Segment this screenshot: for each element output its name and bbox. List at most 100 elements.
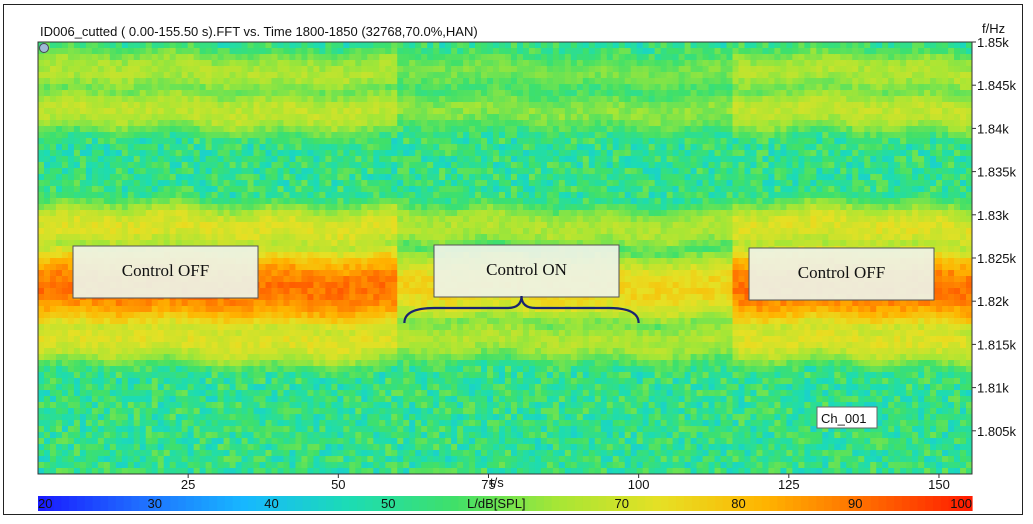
heatmap-cell [223,468,231,474]
heatmap-cell [139,444,147,451]
heatmap-cell [259,300,267,307]
heatmap-cell [361,102,368,109]
heatmap-cell [337,402,344,409]
heatmap-cell [355,252,362,259]
heatmap-cell [283,342,291,349]
heatmap-cell [235,366,243,373]
heatmap-cell [38,276,45,283]
heatmap-cell [145,354,153,361]
heatmap-cell [217,408,225,415]
heatmap-cell [313,240,320,247]
heatmap-cell [73,138,81,145]
heatmap-cell [391,462,398,469]
heatmap-cell [229,408,237,415]
heatmap-cell [103,438,111,445]
heatmap-cell [427,42,434,49]
heatmap-cell [211,390,219,397]
heatmap-cell [421,174,428,181]
heatmap-cell [73,360,81,367]
heatmap-cell [55,192,63,199]
heatmap-cell [439,432,446,439]
heatmap-cell [163,330,171,337]
heatmap-cell [127,372,135,379]
heatmap-cell [43,438,51,445]
heatmap-cell [199,120,207,127]
heatmap-cell [49,384,57,391]
heatmap-cell [91,468,99,474]
heatmap-cell [49,174,57,181]
heatmap-cell [61,60,69,67]
heatmap-cell [421,276,428,283]
heatmap-cell [97,318,105,325]
heatmap-cell [415,420,422,427]
heatmap-cell [157,300,165,307]
heatmap-cell [163,96,171,103]
heatmap-cell [211,342,219,349]
heatmap-cell [313,372,320,379]
heatmap-cell [289,72,297,79]
heatmap-cell [217,222,225,229]
heatmap-cell [319,168,326,175]
heatmap-cell [139,96,147,103]
heatmap-cell [445,54,452,61]
heatmap-cell [43,180,51,187]
heatmap-cell [253,462,261,469]
heatmap-cell [199,84,207,91]
heatmap-cell [139,60,147,67]
heatmap-cell [439,156,446,163]
heatmap-cell [313,222,320,229]
heatmap-cell [397,102,404,109]
heatmap-cell [127,72,135,79]
heatmap-cell [38,216,45,223]
heatmap-cell [421,84,428,91]
heatmap-cell [193,150,201,157]
heatmap-cell [289,432,297,439]
heatmap-cell [61,216,69,223]
heatmap-cell [73,108,81,115]
heatmap-cell [49,210,57,217]
heatmap-cell [403,192,410,199]
heatmap-cell [415,204,422,211]
heatmap-cell [319,42,326,49]
heatmap-cell [127,84,135,91]
heatmap-cell [331,78,338,85]
heatmap-cell [175,312,183,319]
heatmap-cell [127,318,135,325]
heatmap-cell [409,402,416,409]
heatmap-cell [277,420,285,427]
heatmap-cell [217,450,225,457]
heatmap-cell [61,426,69,433]
heatmap-cell [73,102,81,109]
heatmap-cell [301,378,309,385]
heatmap-cell [157,324,165,331]
heatmap-cell [373,258,380,265]
heatmap-cell [427,390,434,397]
heatmap-cell [319,444,326,451]
heatmap-cell [277,90,285,97]
heatmap-cell [61,96,69,103]
heatmap-cell [391,438,398,445]
heatmap-cell [217,174,225,181]
heatmap-cell [313,234,320,241]
heatmap-cell [415,78,422,85]
heatmap-cell [403,270,410,277]
heatmap-cell [271,324,279,331]
heatmap-cell [331,42,338,49]
heatmap-cell [43,216,51,223]
heatmap-cell [247,468,255,474]
heatmap-cell [187,408,195,415]
heatmap-cell [331,390,338,397]
heatmap-cell [283,234,291,241]
heatmap-cell [301,168,309,175]
heatmap-cell [247,354,255,361]
heatmap-cell [301,396,309,403]
heatmap-cell [73,318,81,325]
heatmap-cell [331,150,338,157]
heatmap-cell [349,444,356,451]
heatmap-cell [97,468,105,474]
heatmap-cell [271,186,279,193]
heatmap-cell [133,336,141,343]
heatmap-cell [61,330,69,337]
heatmap-cell [337,348,344,355]
heatmap-cell [445,240,452,247]
